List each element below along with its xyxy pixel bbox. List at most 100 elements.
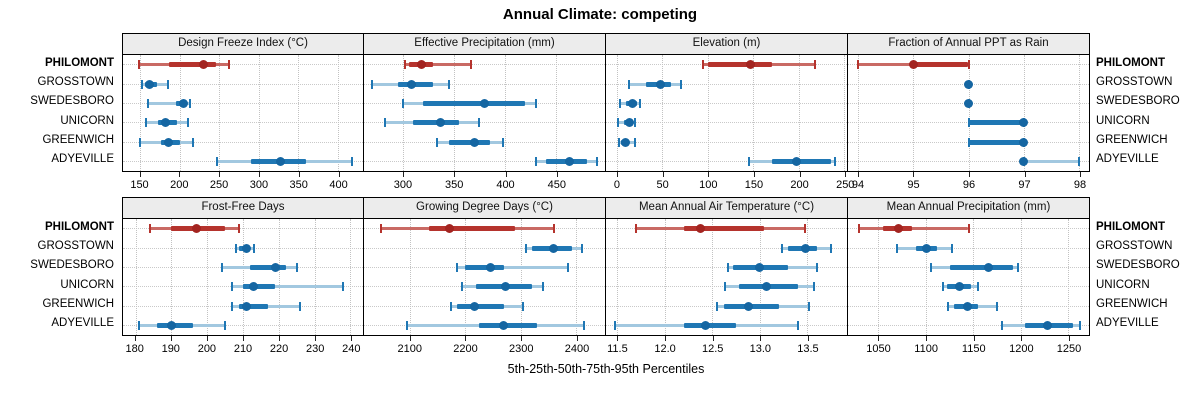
whisker-cap (856, 60, 859, 70)
axis-tick (258, 172, 260, 177)
whisker-cap (976, 282, 979, 292)
whisker-cap (702, 60, 705, 70)
whisker-cap (858, 224, 861, 234)
axis-tick-label: 12.5 (701, 343, 724, 355)
interval-25-75 (250, 264, 286, 270)
whisker-cap (1078, 156, 1081, 166)
whisker-cap (566, 262, 569, 272)
whisker-cap (634, 118, 637, 128)
grid-line-horizontal (606, 266, 847, 268)
whisker-cap (929, 262, 932, 272)
whisker-cap (403, 60, 406, 70)
panel-plot (606, 55, 847, 171)
row-label-unicorn: UNICORN (1096, 278, 1150, 291)
axis-tick (409, 336, 411, 341)
grid-line-horizontal (606, 102, 847, 104)
row-label-swedesboro: SWEDESBORO (30, 259, 114, 272)
axis-tick (1021, 336, 1023, 341)
median-dot (908, 60, 918, 70)
whisker-cap (815, 262, 818, 272)
panel-box: Design Freeze Index (°C) (122, 33, 364, 172)
whisker-cap (478, 118, 481, 128)
panel-header: Frost-Free Days (123, 198, 363, 219)
panel-fraction-ppt-rain: Fraction of Annual PPT as Rain 94 95 96 97 9… (848, 33, 1090, 196)
median-dot (893, 224, 903, 234)
row-label-greenwich: GREENWICH (42, 134, 114, 146)
axis-tick (665, 336, 667, 341)
median-dot (625, 118, 635, 128)
whisker-cap (680, 79, 683, 89)
interval-25-75 (423, 100, 526, 106)
panel-header: Effective Precipitation (mm) (364, 34, 605, 55)
axis-tick-label: 300 (249, 179, 269, 191)
axis-tick (1080, 172, 1081, 177)
whisker-cap (525, 243, 528, 253)
median-dot (701, 320, 711, 330)
whisker-cap (804, 224, 807, 234)
interval-25-75 (707, 62, 772, 68)
axis-tick (298, 172, 300, 177)
axis-tick-label: 1250 (1056, 343, 1082, 355)
grid-line-vertical (753, 55, 755, 171)
panel-frost-free-days: Frost-Free Days 180 190 200 210 220 230 240 (122, 197, 364, 360)
whisker-cap (220, 262, 223, 272)
axis-tick (969, 172, 970, 177)
axis-tick (662, 172, 664, 177)
axis-tick-label: 150 (744, 179, 764, 191)
panel-plot (848, 219, 1089, 335)
whisker-cap (541, 282, 544, 292)
grid-line-vertical (878, 219, 880, 335)
row-label-swedesboro: SWEDESBORO (30, 95, 114, 108)
whisker-cap (238, 224, 241, 234)
median-dot (955, 282, 965, 292)
interval-5-95 (232, 285, 344, 289)
whisker-cap (501, 137, 504, 147)
panel-box: Mean Annual Air Temperature (°C) (606, 197, 848, 336)
interval-25-75 (456, 303, 504, 309)
median-dot (178, 98, 188, 108)
row-label-adyeville: ADYEVILLE (51, 153, 114, 166)
grid-line-horizontal (364, 160, 605, 162)
axis-tick (465, 336, 467, 341)
panel-header: Growing Degree Days (°C) (364, 198, 605, 219)
axis-tick (338, 172, 340, 177)
grid-line-vertical (1020, 219, 1022, 335)
axis-tick (505, 172, 507, 177)
panel-mean-annual-precipitation: Mean Annual Precipitation (mm) 1050 1100 1… (848, 197, 1090, 360)
axis-tick-label: 13.5 (797, 343, 819, 355)
panel-group-bottom: Frost-Free Days 180 190 200 210 220 230 240 Gr… (122, 197, 1090, 360)
axis-tick-label: 450 (547, 179, 566, 191)
axis-tick (521, 336, 523, 341)
axis-tick (760, 336, 762, 341)
panel-header: Mean Annual Air Temperature (°C) (606, 198, 847, 219)
axis-tick-label: 300 (393, 179, 413, 191)
grid-line-vertical (664, 219, 666, 335)
row-label-adyeville: ADYEVILLE (51, 317, 114, 330)
whisker-cap (401, 98, 404, 108)
axis-tick-label: 11.5 (607, 343, 628, 355)
panel-x-axis: 180 190 200 210 220 230 240 (122, 336, 364, 360)
grid-line-vertical (504, 55, 506, 171)
axis-tick (179, 172, 181, 177)
axis-tick-label: 220 (269, 343, 289, 355)
grid-line-vertical (968, 55, 970, 171)
whisker-cap (638, 98, 641, 108)
grid-line-vertical (135, 219, 137, 335)
grid-line-vertical (576, 219, 578, 335)
whisker-cap (1016, 262, 1019, 272)
grid-line-vertical (314, 219, 316, 335)
row-label-grosstown: GROSSTOWN (37, 76, 114, 88)
row-label-adyeville: ADYEVILLE (1096, 153, 1159, 166)
row-label-adyeville: ADYEVILLE (1096, 317, 1159, 330)
grid-line-horizontal (123, 141, 363, 143)
whisker-cap (138, 320, 141, 330)
grid-line-horizontal (123, 64, 363, 66)
axis-tick-label: 400 (329, 179, 348, 191)
whisker-cap (186, 118, 189, 128)
axis-tick (402, 172, 404, 177)
interval-25-75 (239, 303, 269, 309)
median-dot (983, 262, 993, 272)
row-label-greenwich: GREENWICH (42, 298, 114, 310)
interval-5-95 (1023, 159, 1080, 163)
axis-tick-label: 94 (851, 179, 865, 191)
